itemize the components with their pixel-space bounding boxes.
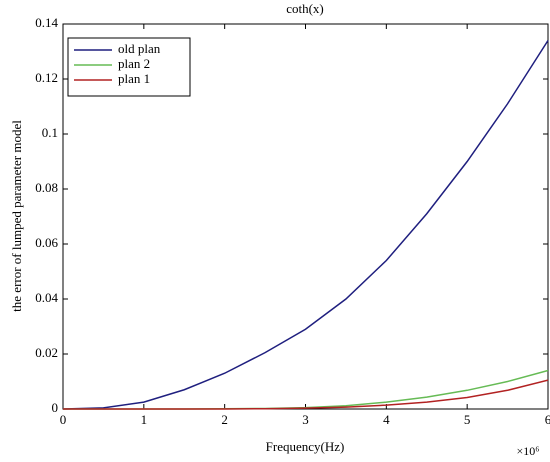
x-tick-label: 3 xyxy=(302,412,309,427)
line-series xyxy=(62,40,549,410)
y-tick-label: 0.02 xyxy=(35,345,58,360)
x-tick-label: 1 xyxy=(141,412,148,427)
y-tick-label: 0.12 xyxy=(35,70,58,85)
y-tick-label: 0.04 xyxy=(35,290,58,305)
y-tick-label: 0.08 xyxy=(35,180,58,195)
y-tick-label: 0.1 xyxy=(42,125,58,140)
legend-box xyxy=(67,37,191,97)
line-series xyxy=(63,379,549,410)
x-tick-label: 5 xyxy=(464,412,471,427)
y-tick-label: 0.06 xyxy=(35,235,58,250)
y-tick-label: 0.14 xyxy=(35,15,58,30)
chart-title: coth(x) xyxy=(286,1,324,16)
x-axis-label: Frequency(Hz) xyxy=(266,439,345,454)
legend-label: plan 2 xyxy=(118,56,150,71)
y-axis-label: the error of lumped parameter model xyxy=(9,120,24,312)
x-tick-label: 6 xyxy=(545,412,550,427)
x-tick-label: 2 xyxy=(221,412,228,427)
x-tick-label: 4 xyxy=(383,412,390,427)
x-tick-label: 0 xyxy=(60,412,67,427)
x-multiplier: ×10⁶ xyxy=(517,444,540,458)
legend-label: plan 1 xyxy=(118,71,150,86)
legend-label: old plan xyxy=(118,41,161,56)
y-tick-label: 0 xyxy=(52,400,59,415)
